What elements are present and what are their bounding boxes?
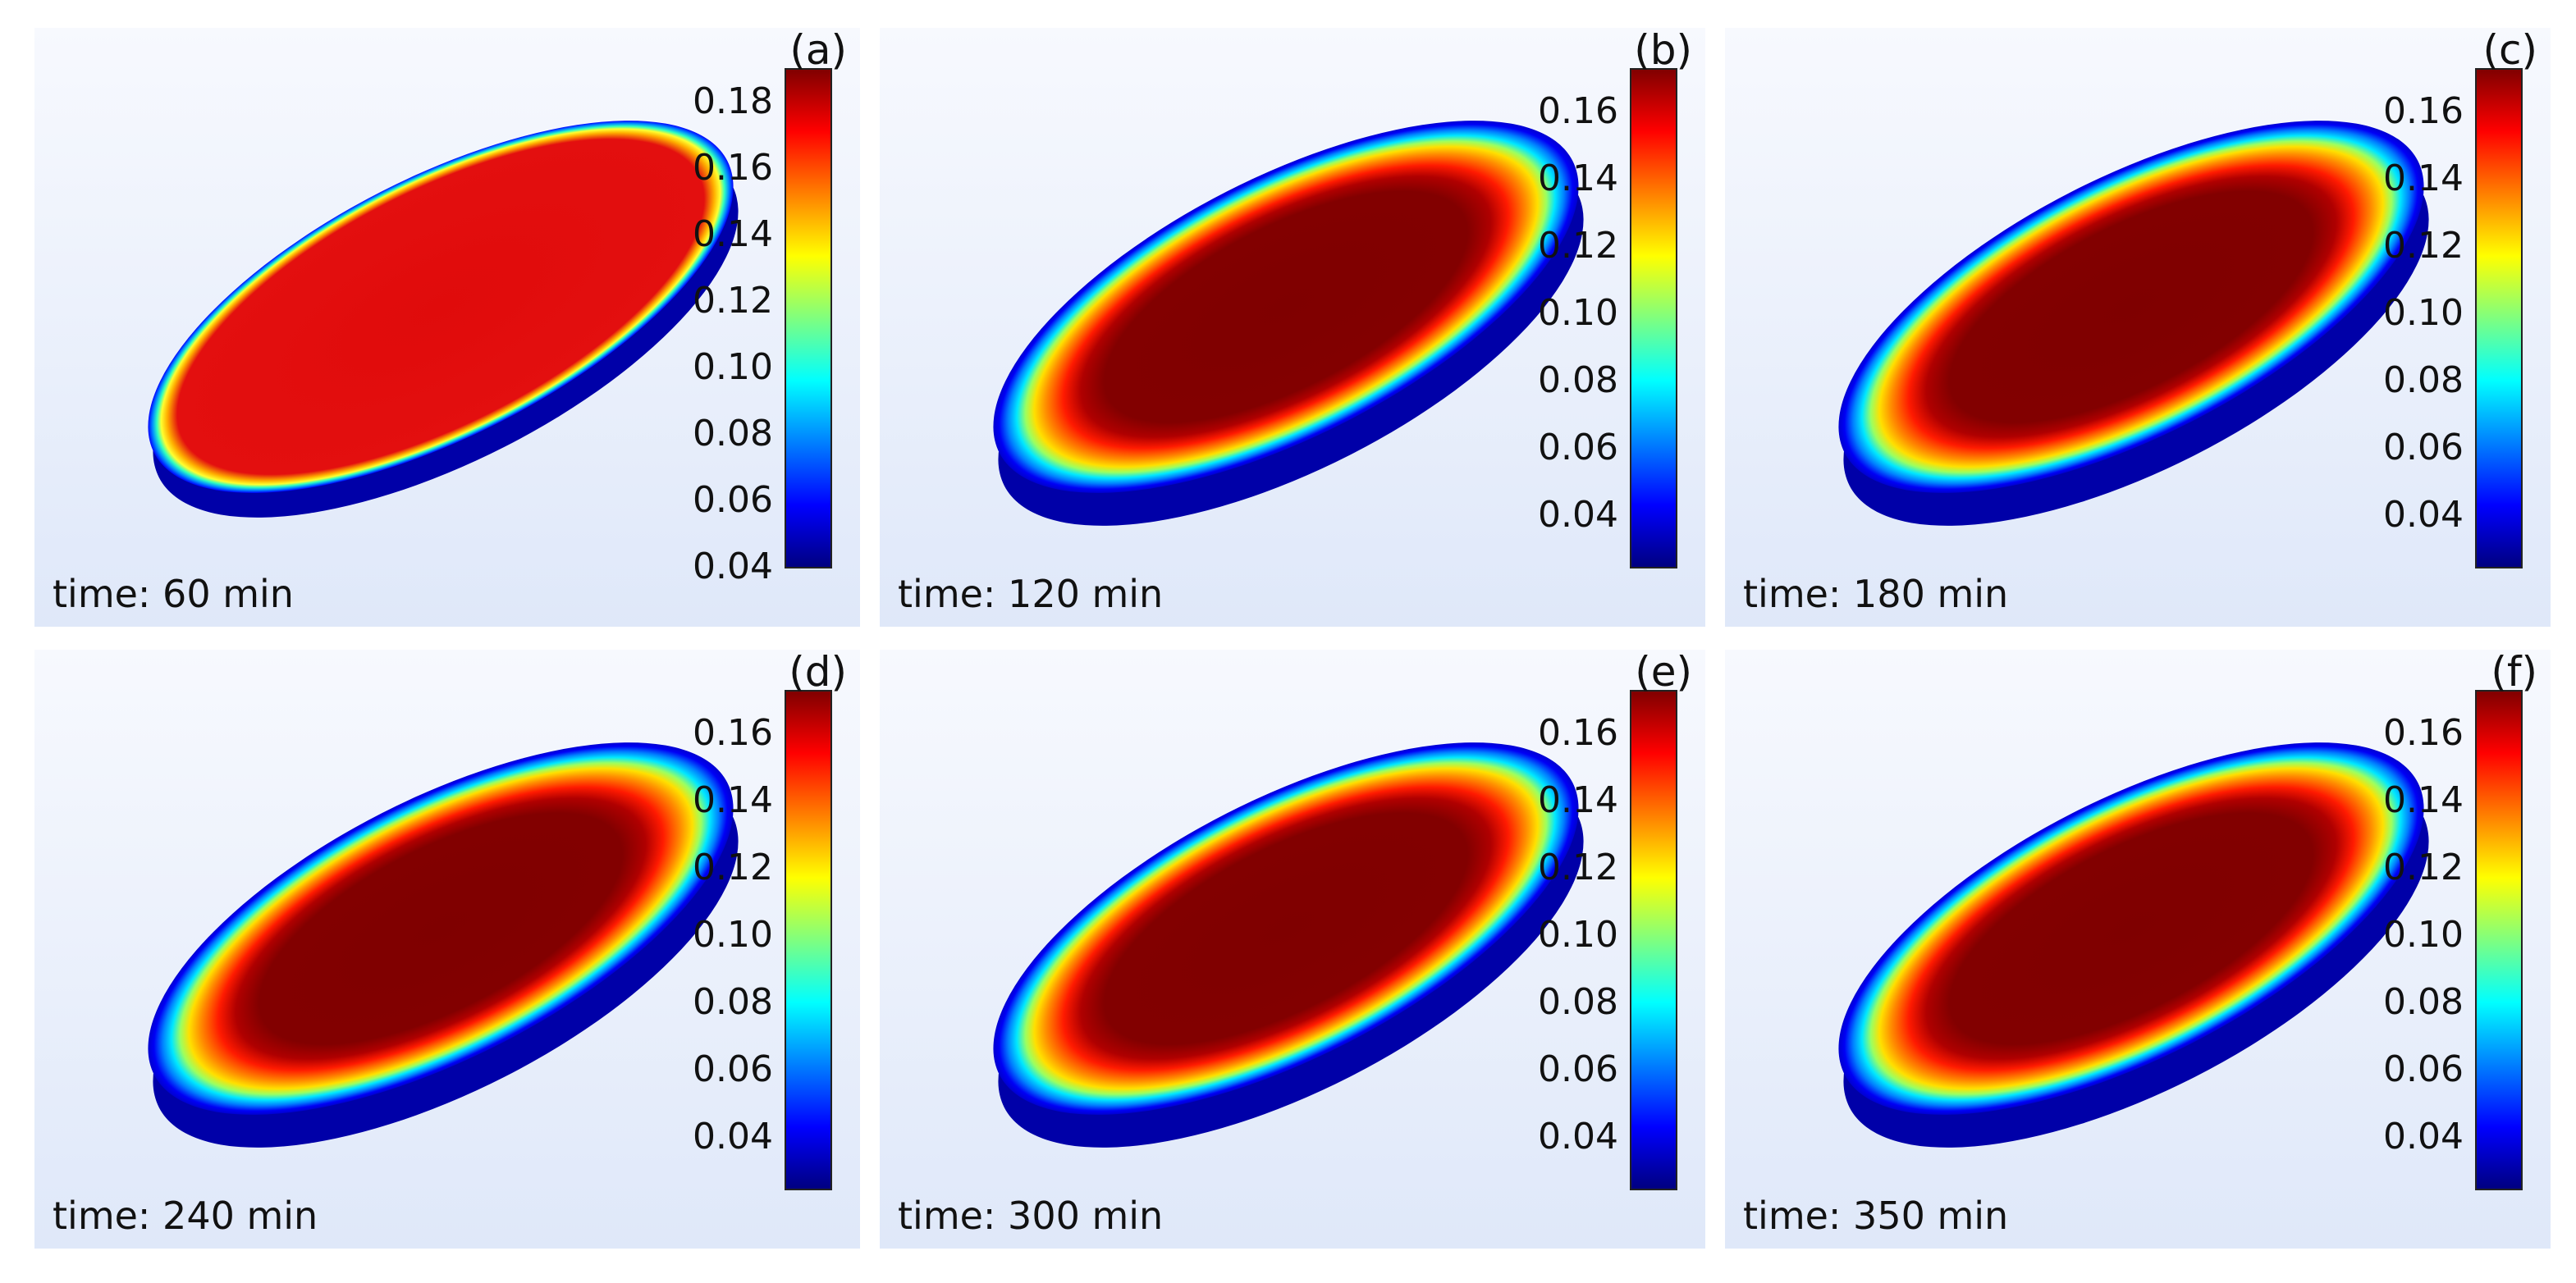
panel-plot: 0.16 0.14 0.12 0.10 0.08 0.06 0.04 (d) time: 240… — [34, 650, 860, 1249]
colorbar-tick-label: 0.04 — [2383, 494, 2464, 536]
panel-label: (d) — [789, 650, 847, 696]
colorbar — [785, 68, 832, 568]
colorbar — [2475, 690, 2523, 1190]
disk-top-surface — [1838, 742, 2424, 1115]
colorbar-tick-label: 0.04 — [1538, 1116, 1618, 1157]
disk-top-surface — [993, 742, 1579, 1115]
colorbar-tick-label: 0.10 — [693, 914, 773, 956]
panel-b: 0.16 0.14 0.12 0.10 0.08 0.06 0.04 (b) time: 120… — [880, 28, 1705, 627]
colorbar-tick-label: 0.10 — [1538, 914, 1618, 956]
colorbar-tick-label: 0.12 — [693, 280, 773, 322]
colorbar-tick-label: 0.16 — [1538, 90, 1618, 132]
colorbar-tick-label: 0.10 — [1538, 292, 1618, 334]
colorbar-tick-label: 0.04 — [693, 546, 773, 587]
colorbar-tick-label: 0.12 — [1538, 847, 1618, 888]
colorbar — [1630, 68, 1677, 568]
colorbar-tick-label: 0.06 — [2383, 1048, 2464, 1090]
colorbar-tick-label: 0.14 — [2383, 779, 2464, 821]
colorbar-tick-label: 0.16 — [2383, 712, 2464, 754]
colorbar-tick-label: 0.06 — [1538, 1048, 1618, 1090]
colorbar-tick-label: 0.14 — [2383, 158, 2464, 199]
colorbar-tick-label: 0.16 — [693, 712, 773, 754]
colorbar-tick-label: 0.04 — [693, 1116, 773, 1157]
colorbar-tick-label: 0.06 — [1538, 427, 1618, 468]
colorbar-tick-label: 0.12 — [693, 847, 773, 888]
panel-a: 0.18 0.16 0.14 0.12 0.10 0.08 0.06 0.04 (a) time:… — [34, 28, 860, 627]
panel-label: (b) — [1634, 28, 1692, 74]
colorbar-tick-label: 0.12 — [2383, 225, 2464, 267]
time-label: time: 350 min — [1743, 1194, 2008, 1238]
disk-top-surface — [148, 121, 734, 493]
disk-top-surface — [148, 742, 734, 1115]
panel-label: (a) — [789, 28, 847, 74]
panel-plot: 0.16 0.14 0.12 0.10 0.08 0.06 0.04 (f) time: 350… — [1725, 650, 2551, 1249]
colorbar-tick-label: 0.08 — [1538, 359, 1618, 401]
colorbar-tick-label: 0.10 — [693, 346, 773, 388]
colorbar-tick-label: 0.06 — [693, 479, 773, 521]
colorbar-tick-label: 0.14 — [693, 779, 773, 821]
colorbar-tick-label: 0.06 — [693, 1048, 773, 1090]
colorbar — [2475, 68, 2523, 568]
disk-top-surface — [993, 121, 1579, 493]
colorbar-tick-label: 0.12 — [2383, 847, 2464, 888]
time-label: time: 120 min — [898, 572, 1163, 616]
colorbar-tick-label: 0.08 — [2383, 981, 2464, 1023]
panel-f: 0.16 0.14 0.12 0.10 0.08 0.06 0.04 (f) time: 350… — [1725, 650, 2551, 1249]
colorbar-tick-label: 0.16 — [1538, 712, 1618, 754]
colorbar-tick-label: 0.10 — [2383, 292, 2464, 334]
colorbar-tick-label: 0.12 — [1538, 225, 1618, 267]
panel-label: (f) — [2491, 650, 2537, 696]
panel-plot: 0.16 0.14 0.12 0.10 0.08 0.06 0.04 (e) time: 300… — [880, 650, 1705, 1249]
colorbar-tick-label: 0.04 — [2383, 1116, 2464, 1157]
time-label: time: 300 min — [898, 1194, 1163, 1238]
colorbar-tick-label: 0.04 — [1538, 494, 1618, 536]
colorbar-tick-label: 0.08 — [693, 413, 773, 454]
panel-label: (e) — [1635, 650, 1692, 696]
panel-label: (c) — [2482, 28, 2537, 74]
colorbar-tick-label: 0.16 — [2383, 90, 2464, 132]
time-label: time: 180 min — [1743, 572, 2008, 616]
colorbar-tick-label: 0.06 — [2383, 427, 2464, 468]
panel-c: 0.16 0.14 0.12 0.10 0.08 0.06 0.04 (c) time: 180… — [1725, 28, 2551, 627]
panel-plot: 0.16 0.14 0.12 0.10 0.08 0.06 0.04 (c) time: 180… — [1725, 28, 2551, 627]
time-label: time: 240 min — [53, 1194, 318, 1238]
disk-top-surface — [1838, 121, 2424, 493]
colorbar-tick-label: 0.08 — [1538, 981, 1618, 1023]
panel-d: 0.16 0.14 0.12 0.10 0.08 0.06 0.04 (d) time: 240… — [34, 650, 860, 1249]
panel-e: 0.16 0.14 0.12 0.10 0.08 0.06 0.04 (e) time: 300… — [880, 650, 1705, 1249]
colorbar — [1630, 690, 1677, 1190]
colorbar-tick-label: 0.10 — [2383, 914, 2464, 956]
colorbar-tick-label: 0.08 — [2383, 359, 2464, 401]
panel-plot: 0.18 0.16 0.14 0.12 0.10 0.08 0.06 0.04 (a) time:… — [34, 28, 860, 627]
panel-plot: 0.16 0.14 0.12 0.10 0.08 0.06 0.04 (b) time: 120… — [880, 28, 1705, 627]
colorbar-tick-label: 0.14 — [1538, 779, 1618, 821]
time-label: time: 60 min — [53, 572, 294, 616]
colorbar-tick-label: 0.14 — [693, 213, 773, 255]
colorbar-tick-label: 0.08 — [693, 981, 773, 1023]
colorbar-tick-label: 0.18 — [693, 80, 773, 122]
colorbar — [785, 690, 832, 1190]
colorbar-tick-label: 0.16 — [693, 147, 773, 189]
colorbar-tick-label: 0.14 — [1538, 158, 1618, 199]
